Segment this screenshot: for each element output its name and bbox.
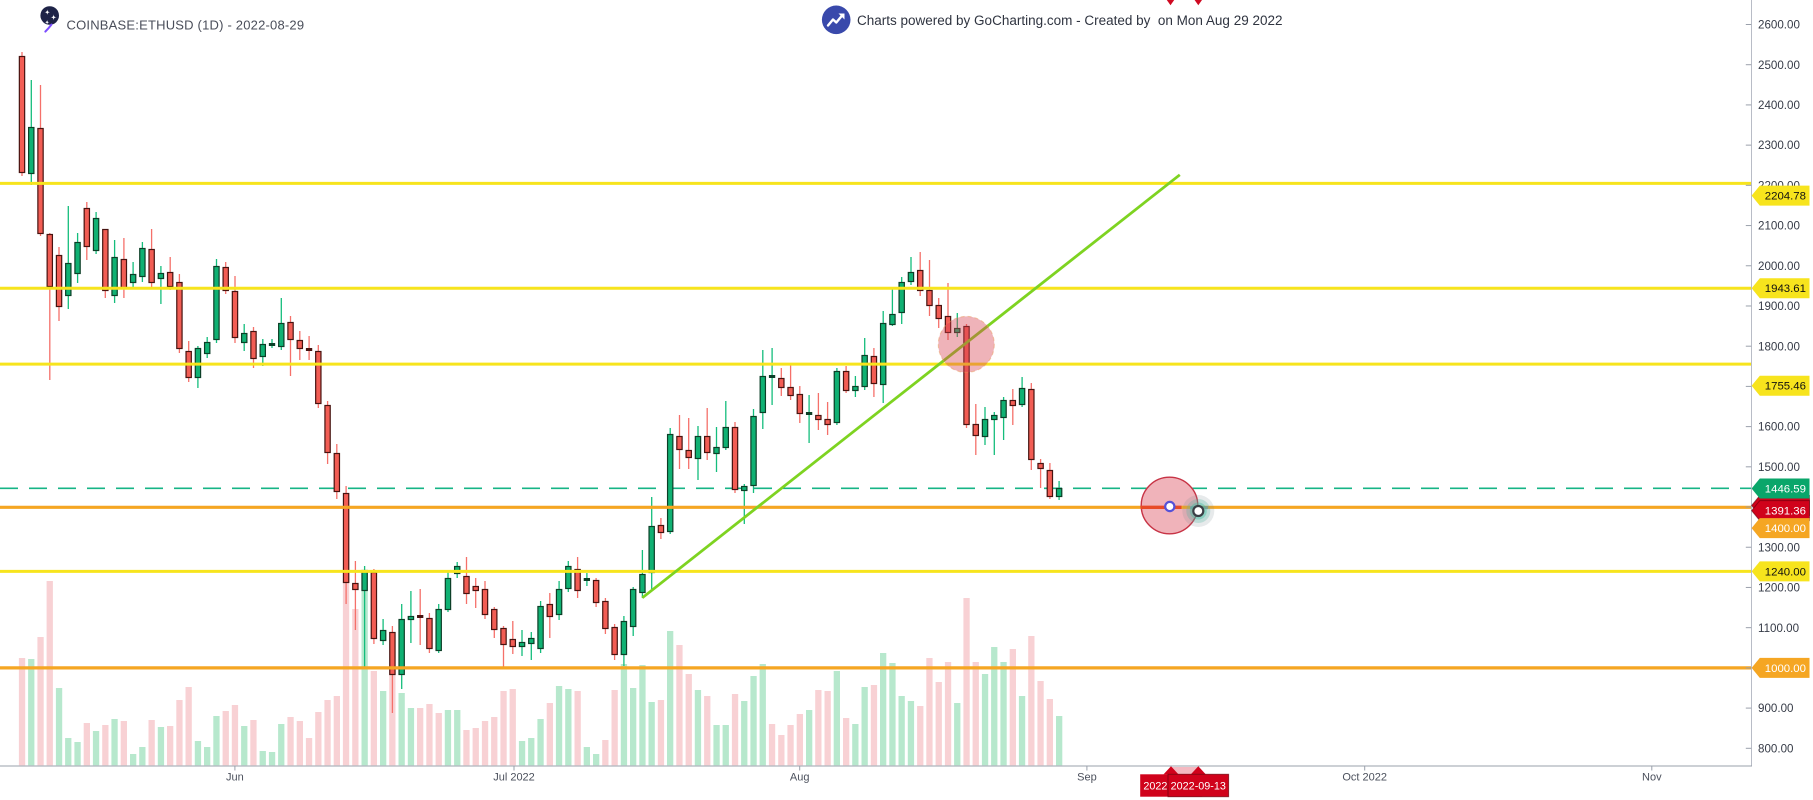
svg-text:Aug: Aug xyxy=(790,772,810,784)
svg-text:1100.00: 1100.00 xyxy=(1758,622,1799,635)
svg-text:2300.00: 2300.00 xyxy=(1758,139,1800,152)
svg-text:Nov: Nov xyxy=(1642,772,1662,784)
svg-text:1200.00: 1200.00 xyxy=(1758,582,1800,595)
svg-text:Jul 2022: Jul 2022 xyxy=(493,772,535,784)
svg-text:1000.00: 1000.00 xyxy=(1765,663,1806,675)
svg-text:800.00: 800.00 xyxy=(1758,742,1793,755)
svg-text:1900.00: 1900.00 xyxy=(1758,300,1800,313)
svg-text:1500.00: 1500.00 xyxy=(1758,461,1800,474)
svg-text:1446.59: 1446.59 xyxy=(1765,484,1806,496)
svg-text:1300.00: 1300.00 xyxy=(1758,541,1800,554)
svg-text:2022-09-13: 2022-09-13 xyxy=(1171,781,1226,793)
svg-text:2000.00: 2000.00 xyxy=(1758,260,1800,273)
svg-text:2500.00: 2500.00 xyxy=(1758,59,1800,72)
svg-text:Sep: Sep xyxy=(1077,772,1097,784)
svg-text:2204.78: 2204.78 xyxy=(1765,191,1806,203)
svg-text:2600.00: 2600.00 xyxy=(1758,19,1800,32)
svg-text:Jun: Jun xyxy=(226,772,244,784)
svg-text:1800.00: 1800.00 xyxy=(1758,340,1800,353)
svg-text:Oct 2022: Oct 2022 xyxy=(1342,772,1387,784)
svg-text:COINBASE:ETHUSD (1D) - 2022-08: COINBASE:ETHUSD (1D) - 2022-08-29 xyxy=(67,17,305,32)
svg-text:900.00: 900.00 xyxy=(1758,702,1793,715)
svg-text:1240.00: 1240.00 xyxy=(1765,566,1806,578)
svg-text:1391.36: 1391.36 xyxy=(1765,506,1806,518)
svg-text:1400.00: 1400.00 xyxy=(1765,523,1806,535)
svg-text:1755.46: 1755.46 xyxy=(1765,381,1806,393)
svg-text:1943.61: 1943.61 xyxy=(1765,283,1806,295)
svg-text:1600.00: 1600.00 xyxy=(1758,421,1800,434)
svg-text:2100.00: 2100.00 xyxy=(1758,220,1800,233)
svg-text:Charts powered by GoCharting.c: Charts powered by GoCharting.com - Creat… xyxy=(857,13,1283,28)
svg-text:2400.00: 2400.00 xyxy=(1758,99,1800,112)
